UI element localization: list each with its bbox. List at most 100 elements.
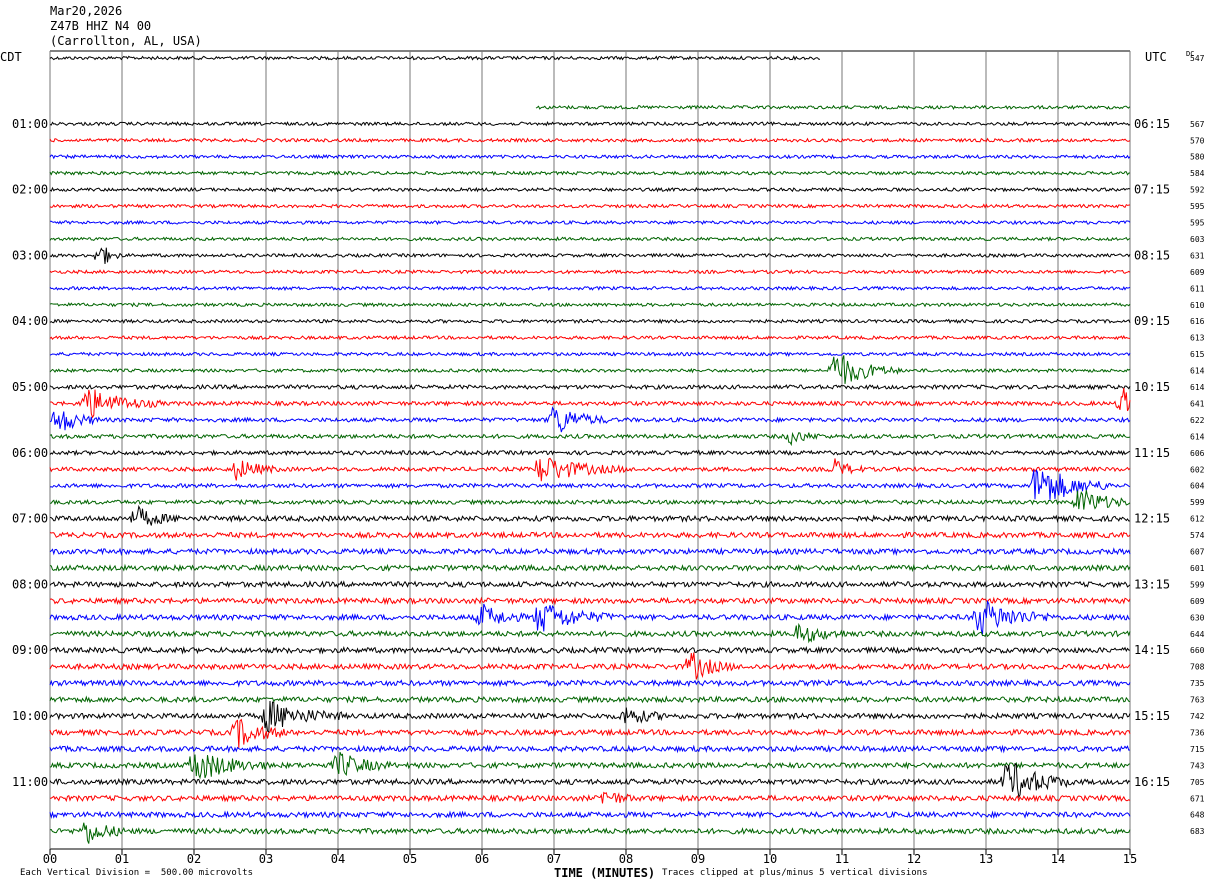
- trace-line: [49, 599, 1131, 635]
- trace-line: [49, 236, 1131, 242]
- trace-line: [49, 203, 1131, 209]
- dc-offset-label: 609: [1190, 268, 1205, 277]
- dc-offset-label: 547: [1190, 54, 1205, 63]
- left-timezone-label: CDT: [0, 50, 22, 64]
- dc-offset-label: 612: [1190, 515, 1205, 524]
- station-location: (Carrollton, AL, USA): [50, 34, 202, 48]
- right-time-label: 12:15: [1134, 512, 1170, 526]
- trace-line: [49, 318, 1131, 325]
- trace-line: [49, 55, 820, 61]
- trace-line: [49, 762, 1131, 799]
- trace-line: [49, 547, 1131, 557]
- x-tick-label: 09: [691, 852, 705, 866]
- trace-line: [49, 387, 1131, 419]
- dc-offset-label: 615: [1190, 350, 1205, 359]
- trace-line: [49, 137, 1131, 144]
- dc-offset-label: 603: [1190, 235, 1205, 244]
- dc-offset-label: 570: [1190, 136, 1205, 145]
- x-tick-label: 05: [403, 852, 417, 866]
- trace-line: [49, 302, 1131, 308]
- trace-line: [49, 622, 1131, 644]
- dc-offset-label: 613: [1190, 334, 1205, 343]
- trace-line: [49, 120, 1131, 127]
- right-time-label: 11:15: [1134, 446, 1170, 460]
- trace-line: [49, 186, 1131, 193]
- trace-line: [535, 104, 1131, 111]
- dc-offset-label: 599: [1190, 498, 1205, 507]
- dc-offset-label: 611: [1190, 284, 1205, 293]
- trace-line: [49, 355, 1131, 384]
- station-code: Z47B HHZ N4 00: [50, 19, 152, 33]
- right-time-label: 07:15: [1134, 183, 1170, 197]
- trace-line: [49, 153, 1131, 160]
- trace-line: [49, 406, 1131, 433]
- x-tick-label: 06: [475, 852, 489, 866]
- trace-line: [49, 580, 1131, 589]
- plot-date: Mar20,2026: [50, 4, 123, 18]
- x-tick-label: 07: [547, 852, 561, 866]
- x-tick-label: 00: [43, 852, 57, 866]
- x-axis-label: TIME (MINUTES): [554, 866, 656, 880]
- dc-offset-label: 614: [1190, 367, 1205, 376]
- dc-header: DC: [1186, 50, 1195, 58]
- left-time-label: 10:00: [12, 709, 48, 723]
- dc-offset-label: 648: [1190, 811, 1205, 820]
- right-time-label: 15:15: [1134, 709, 1170, 723]
- dc-offset-label: 641: [1190, 399, 1205, 408]
- dc-offset-label: 644: [1190, 630, 1205, 639]
- right-timezone-label: UTC: [1145, 50, 1167, 64]
- right-time-label: 06:15: [1134, 117, 1170, 131]
- x-tick-label: 13: [979, 852, 993, 866]
- trace-line: [49, 744, 1131, 754]
- trace-line: [49, 457, 1131, 482]
- left-time-label: 02:00: [12, 183, 48, 197]
- dc-offset-label: 595: [1190, 202, 1205, 211]
- trace-line: [49, 490, 1131, 510]
- right-time-label: 13:15: [1134, 577, 1170, 591]
- dc-offset-label: 683: [1190, 827, 1205, 836]
- trace-line: [49, 678, 1131, 688]
- x-tick-label: 03: [259, 852, 273, 866]
- dc-offset-label: 599: [1190, 580, 1205, 589]
- dc-offset-label: 567: [1190, 120, 1205, 129]
- dc-offset-label: 609: [1190, 597, 1205, 606]
- trace-line: [49, 751, 1131, 780]
- trace-line: [49, 695, 1131, 704]
- dc-offset-label: 742: [1190, 712, 1205, 721]
- dc-offset-label: 671: [1190, 794, 1205, 803]
- trace-line: [49, 645, 1130, 655]
- trace-line: [49, 431, 1131, 447]
- dc-offset-label: 743: [1190, 761, 1205, 770]
- dc-offset-label: 610: [1190, 301, 1205, 310]
- dc-offset-label: 614: [1190, 432, 1205, 441]
- dc-offset-label: 715: [1190, 745, 1205, 754]
- dc-offset-label: 607: [1190, 548, 1205, 557]
- dc-offset-label: 616: [1190, 317, 1205, 326]
- x-tick-label: 11: [835, 852, 849, 866]
- right-time-label: 14:15: [1134, 643, 1170, 657]
- x-tick-label: 04: [331, 852, 345, 866]
- trace-line: [49, 469, 1131, 500]
- dc-offset-label: 614: [1190, 383, 1205, 392]
- x-tick-label: 02: [187, 852, 201, 866]
- x-tick-label: 08: [619, 852, 633, 866]
- trace-line: [49, 700, 1131, 734]
- dc-offset-label: 631: [1190, 251, 1205, 260]
- trace-line: [49, 563, 1131, 573]
- left-time-label: 07:00: [12, 512, 48, 526]
- trace-line: [49, 810, 1131, 820]
- dc-offset-label: 763: [1190, 696, 1205, 705]
- dc-offset-label: 622: [1190, 416, 1205, 425]
- right-time-label: 08:15: [1134, 248, 1170, 262]
- dc-offset-label: 705: [1190, 778, 1205, 787]
- trace-line: [49, 383, 1131, 391]
- trace-line: [49, 718, 1131, 748]
- x-tick-label: 01: [115, 852, 129, 866]
- trace-line: [49, 351, 1131, 358]
- trace-line: [49, 449, 1131, 457]
- trace-line: [49, 219, 1131, 226]
- dc-offset-label: 580: [1190, 153, 1205, 162]
- dc-offset-label: 601: [1190, 564, 1205, 573]
- left-time-label: 11:00: [12, 775, 48, 789]
- dc-offset-label: 604: [1190, 482, 1205, 491]
